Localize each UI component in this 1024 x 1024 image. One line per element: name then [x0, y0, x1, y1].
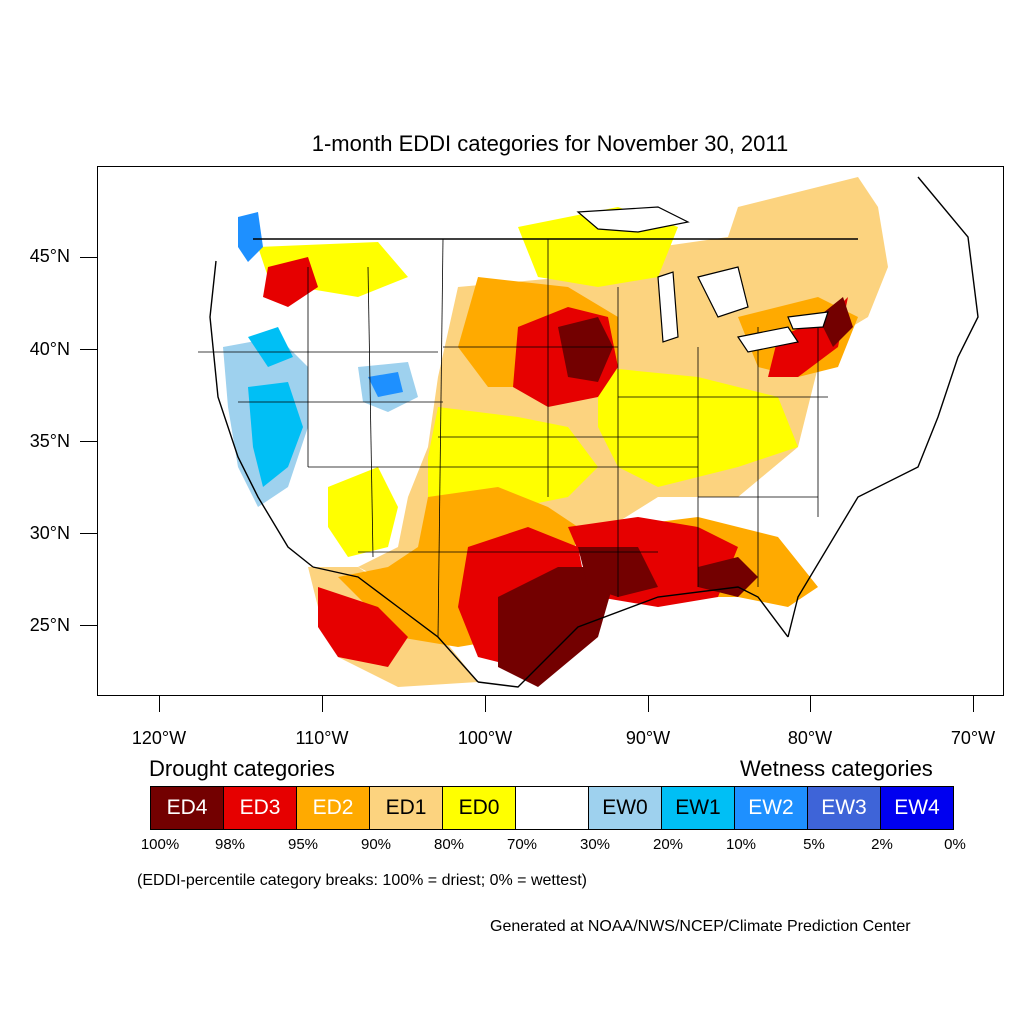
state-lines: [198, 238, 828, 638]
map-canvas: [198, 176, 979, 688]
legend-ew0: EW0: [589, 786, 662, 830]
ed4-region-texas: [498, 567, 618, 687]
pct-label: 20%: [652, 836, 684, 853]
lat-label-45: 45°N: [29, 246, 70, 266]
lat-tick: [80, 533, 97, 534]
pct-label: 0%: [944, 836, 966, 853]
lon-label-120: 120°W: [131, 728, 187, 748]
lat-tick: [80, 625, 97, 626]
lat-label-40: 40°N: [29, 339, 70, 359]
lon-label-90: 90°W: [625, 728, 671, 748]
lat-tick: [80, 349, 97, 350]
lat-tick: [80, 441, 97, 442]
lat-label-35: 35°N: [29, 431, 70, 451]
legend-ed3: ED3: [224, 786, 297, 830]
ed3-region-northwest: [263, 257, 318, 307]
eddi-map: [97, 166, 1004, 696]
ed4-region-newyork: [818, 297, 853, 347]
legend-ed0: ED0: [443, 786, 516, 830]
ed4-region-iowa: [558, 317, 613, 382]
wetness-heading: Wetness categories: [740, 756, 933, 781]
legend-note: (EDDI-percentile category breaks: 100% =…: [137, 872, 587, 889]
legend-ed4: ED4: [150, 786, 224, 830]
pct-label: 5%: [803, 836, 825, 853]
great-lakes: [576, 206, 829, 353]
lon-tick: [485, 696, 486, 712]
ed0-region-west: [328, 467, 398, 557]
pct-label: 70%: [506, 836, 538, 853]
ew2-region-utah: [368, 372, 403, 397]
legend-neutral: [516, 786, 589, 830]
boundaries: [209, 176, 979, 688]
legend-bar: ED4 ED3 ED2 ED1 ED0 EW0 EW1 EW2 EW3 EW4: [150, 786, 954, 830]
lon-tick: [648, 696, 649, 712]
pct-label: 98%: [214, 836, 246, 853]
legend-ed1: ED1: [370, 786, 443, 830]
credit-text: Generated at NOAA/NWS/NCEP/Climate Predi…: [490, 918, 911, 935]
pct-label: 2%: [871, 836, 893, 853]
lon-label-100: 100°W: [457, 728, 513, 748]
pct-label: 30%: [579, 836, 611, 853]
ew1-region-oregon: [248, 327, 293, 367]
legend-ew3: EW3: [808, 786, 881, 830]
lon-tick: [322, 696, 323, 712]
lon-label-80: 80°W: [787, 728, 833, 748]
lon-tick: [810, 696, 811, 712]
pct-label: 90%: [360, 836, 392, 853]
ew1-region-nevada: [248, 382, 303, 487]
pct-label: 100%: [140, 836, 180, 853]
drought-heading: Drought categories: [149, 756, 335, 781]
map-title: 1-month EDDI categories for November 30,…: [311, 131, 789, 156]
legend-ew2: EW2: [735, 786, 808, 830]
lat-label-30: 30°N: [29, 523, 70, 543]
pct-label: 80%: [433, 836, 465, 853]
legend-ed2: ED2: [297, 786, 370, 830]
legend-ew1: EW1: [662, 786, 735, 830]
ed3-region-mexico: [318, 587, 408, 667]
pct-label: 95%: [287, 836, 319, 853]
ed4-region-georgia: [698, 557, 758, 597]
lat-label-25: 25°N: [29, 615, 70, 635]
pct-label: 10%: [725, 836, 757, 853]
legend-ew4: EW4: [881, 786, 954, 830]
lon-tick: [973, 696, 974, 712]
lon-label-70: 70°W: [950, 728, 996, 748]
lon-label-110: 110°W: [295, 728, 349, 748]
ew2-region-washington: [238, 212, 263, 262]
lat-tick: [80, 257, 97, 258]
lon-tick: [159, 696, 160, 712]
